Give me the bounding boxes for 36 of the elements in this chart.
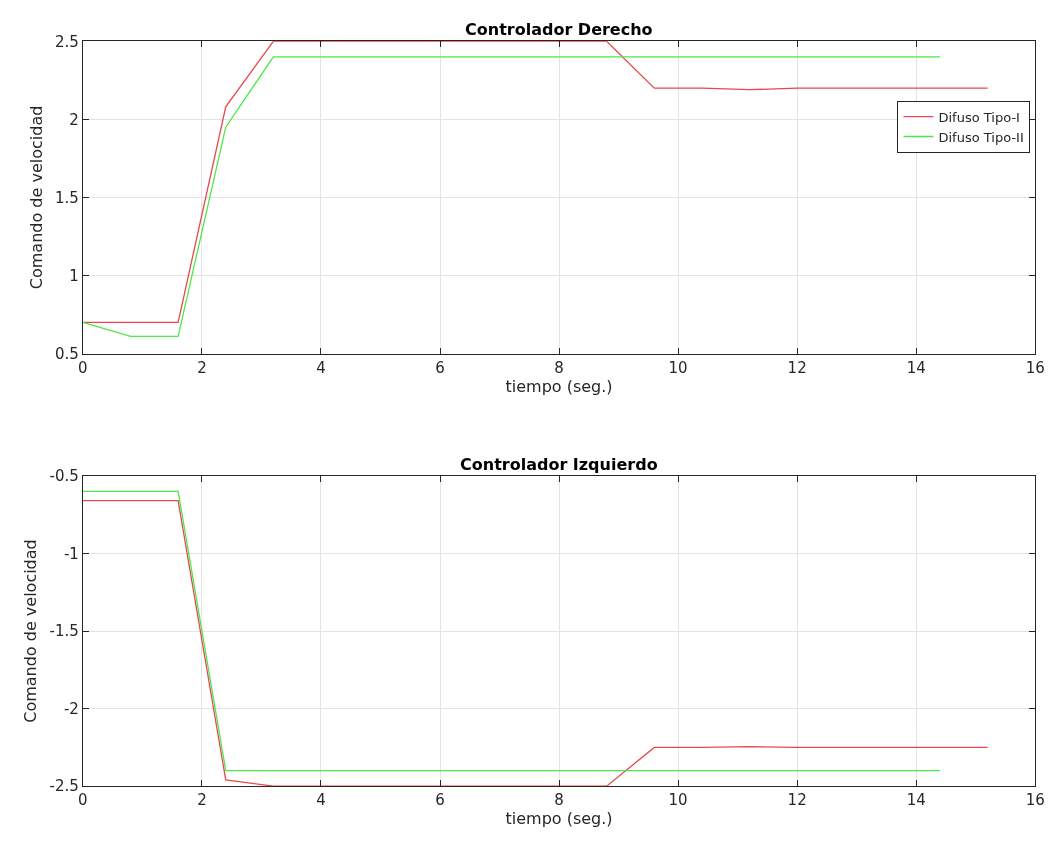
y-tick-label: 1	[69, 266, 79, 285]
x-tick-label: 0	[78, 791, 88, 810]
x-tick-label: 14	[906, 358, 926, 377]
chart-title: Controlador Izquierdo	[460, 455, 658, 474]
x-tick-label: 16	[1025, 358, 1045, 377]
x-axis-title: tiempo (seg.)	[505, 809, 613, 829]
x-tick-label: 2	[197, 358, 207, 377]
x-tick-label: 2	[197, 791, 207, 810]
x-axis-title: tiempo (seg.)	[505, 376, 613, 396]
x-tick-label: 10	[668, 791, 688, 810]
x-tick-label: 8	[554, 358, 564, 377]
legend-label: Difuso Tipo-I	[938, 109, 1020, 125]
y-tick-label: 2.5	[55, 32, 79, 51]
legend-label: Difuso Tipo-II	[938, 129, 1024, 145]
x-tick-label: 12	[787, 358, 807, 377]
x-tick-label: 0	[78, 358, 88, 377]
y-tick-label: 1.5	[55, 188, 79, 207]
x-tick-label: 6	[435, 358, 445, 377]
y-tick-label: -1.5	[49, 622, 79, 641]
x-tick-label: 16	[1025, 791, 1045, 810]
x-tick-label: 12	[787, 791, 807, 810]
x-tick-label: 6	[435, 791, 445, 810]
x-tick-label: 4	[316, 791, 326, 810]
y-tick-label: -2.5	[49, 777, 79, 796]
x-tick-label: 8	[554, 791, 564, 810]
x-tick-label: 14	[906, 791, 926, 810]
x-tick-label: 10	[668, 358, 688, 377]
y-axis-title: Comando de velocidad	[21, 539, 41, 723]
y-tick-label: 0.5	[55, 344, 79, 363]
chart-title: Controlador Derecho	[465, 20, 653, 39]
x-tick-label: 4	[316, 358, 326, 377]
y-tick-label: -0.5	[49, 467, 79, 486]
y-tick-label: -2	[63, 699, 79, 718]
y-tick-label: 2	[69, 110, 79, 129]
y-axis-title: Comando de velocidad	[26, 105, 46, 290]
y-tick-label: -1	[63, 544, 79, 563]
